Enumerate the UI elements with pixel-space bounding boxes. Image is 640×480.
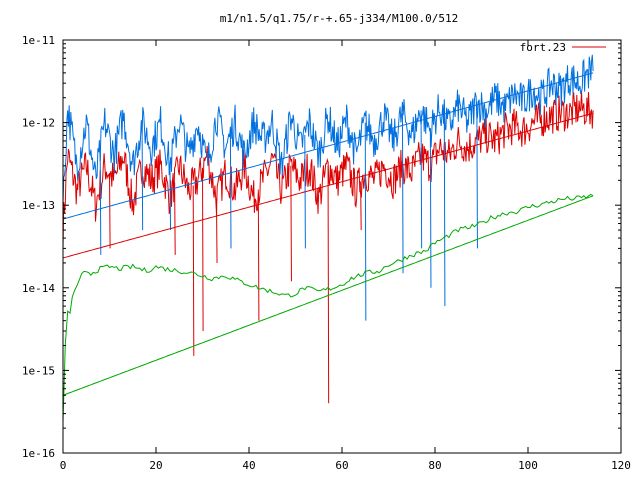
series-1-dip-9 xyxy=(443,117,446,307)
series-1-dip-0 xyxy=(99,151,102,255)
series-layer xyxy=(62,54,594,423)
x-tick-label-6: 120 xyxy=(611,459,631,472)
series-0-dip-3 xyxy=(327,165,330,404)
y-tick-label-2: 1e-14 xyxy=(22,282,55,295)
chart-title: m1/n1.5/q1.75/r-+.65-j334/M100.0/512 xyxy=(220,12,458,25)
y-tick-label-3: 1e-13 xyxy=(22,199,55,212)
y-tick-label-0: 1e-16 xyxy=(22,447,55,460)
series-0-dip-8 xyxy=(360,181,362,231)
series-1-dip-6 xyxy=(401,113,404,274)
y-tick-label-5: 1e-11 xyxy=(22,34,55,47)
x-tick-label-3: 60 xyxy=(335,459,348,472)
series-1-dip-7 xyxy=(420,110,423,249)
legend: fort.23 xyxy=(520,41,606,54)
series-1-dip-3 xyxy=(229,135,232,249)
series-line-4 xyxy=(62,72,594,220)
series-line-0 xyxy=(62,90,594,249)
series-1-dip-8 xyxy=(429,130,432,288)
series-0-dip-6 xyxy=(109,173,111,249)
y-tick-label-1: 1e-15 xyxy=(22,364,55,377)
series-line-1 xyxy=(62,54,594,204)
ticks-layer: 0 20 40 60 80 100 120 1e-16 1e-15 1e-14 1e-13 1e-12… xyxy=(22,34,631,472)
y-tick-label-4: 1e-12 xyxy=(22,117,55,130)
series-0-dip-4 xyxy=(290,165,292,282)
series-0-dip-2 xyxy=(257,189,260,321)
series-1-dip-5 xyxy=(364,122,367,321)
legend-entry-label: fort.23 xyxy=(520,41,566,54)
series-0-dip-5 xyxy=(174,182,176,255)
x-tick-label-5: 100 xyxy=(518,459,538,472)
x-tick-label-4: 80 xyxy=(428,459,441,472)
x-tick-label-0: 0 xyxy=(60,459,67,472)
series-0-dip-0 xyxy=(192,185,195,356)
x-tick-label-2: 40 xyxy=(242,459,255,472)
x-tick-label-1: 20 xyxy=(149,459,162,472)
series-0-dip-1 xyxy=(202,167,204,331)
series-1-dip-2 xyxy=(169,165,172,231)
series-1-dip-10 xyxy=(476,101,478,249)
plot-frame xyxy=(62,39,622,454)
series-line-3 xyxy=(62,112,594,259)
series-0-dip-7 xyxy=(215,198,218,263)
series-line-2 xyxy=(62,193,594,423)
series-line-5 xyxy=(62,195,594,396)
series-1-dip-1 xyxy=(141,122,144,231)
